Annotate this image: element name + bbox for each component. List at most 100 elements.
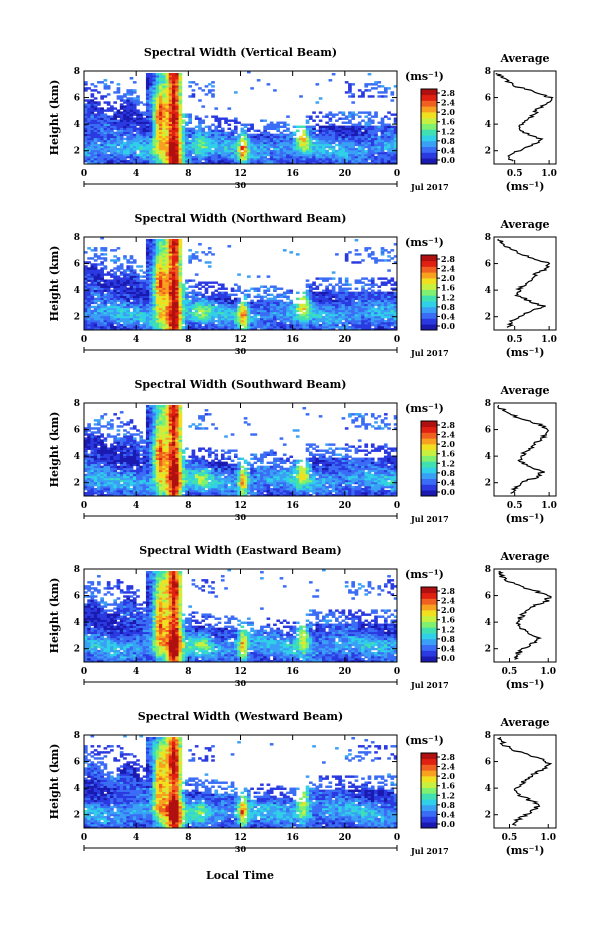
heatmap-cell xyxy=(84,145,88,149)
heatmap-cell xyxy=(100,247,104,250)
heatmap-cell xyxy=(240,123,245,126)
heatmap-cell xyxy=(113,111,117,114)
heatmap-cell xyxy=(256,299,261,303)
heatmap-cell xyxy=(90,153,95,157)
heatmap-cell xyxy=(237,305,241,309)
heatmap-cell xyxy=(126,129,131,133)
colorbar-unit: (ms⁻¹) xyxy=(405,70,444,83)
heatmap-cell xyxy=(119,123,124,126)
heatmap-cell xyxy=(97,125,101,129)
heatmap-cell xyxy=(198,259,202,262)
heatmap-cell xyxy=(338,125,342,129)
heatmap-cell xyxy=(263,295,267,299)
heatmap-cell xyxy=(87,121,91,124)
heatmap-cell xyxy=(155,73,160,76)
heatmap-cell xyxy=(129,121,134,124)
heatmap-cell xyxy=(90,145,95,149)
heatmap-cell xyxy=(230,287,235,290)
heatmap-cell xyxy=(377,259,382,262)
heatmap-cell xyxy=(204,131,209,135)
heatmap-cell xyxy=(84,103,88,106)
heatmap-cell xyxy=(116,133,121,137)
heatmap-cell xyxy=(220,291,225,295)
heatmap-cell xyxy=(132,81,137,84)
heatmap-cell xyxy=(136,157,140,161)
heatmap-cell xyxy=(126,89,131,92)
heatmap-cell xyxy=(207,295,212,299)
heatmap-cell xyxy=(90,155,95,159)
heatmap-cell xyxy=(194,291,199,295)
heatmap-cell xyxy=(132,117,137,120)
heatmap-cell xyxy=(308,283,313,286)
heatmap-cell xyxy=(348,119,352,122)
heatmap-cell xyxy=(100,133,104,137)
heatmap-cell xyxy=(126,147,131,151)
profile-x-label: (ms⁻¹) xyxy=(506,180,545,193)
heatmap-cell xyxy=(361,111,365,114)
heatmap-cell xyxy=(217,117,222,120)
heatmap-cell xyxy=(132,155,137,159)
heatmap-cell xyxy=(93,85,98,88)
heatmap-cell xyxy=(132,91,137,94)
heatmap-cell xyxy=(106,125,111,129)
heatmap-cell xyxy=(247,123,251,126)
heatmap-cell xyxy=(100,109,104,112)
heatmap-cell xyxy=(100,121,104,124)
heatmap-cell xyxy=(87,123,91,126)
heatmap-cell xyxy=(129,103,134,106)
heatmap-cell xyxy=(354,113,359,116)
heatmap-cell xyxy=(256,275,261,278)
heatmap-cell xyxy=(243,293,248,297)
heatmap-cell xyxy=(266,123,271,126)
heatmap-cell xyxy=(116,151,121,155)
heatmap-cell xyxy=(100,119,104,122)
heatmap-cell xyxy=(119,263,124,266)
heatmap-cell xyxy=(328,79,333,82)
heatmap-cell xyxy=(132,99,137,102)
heatmap-cell xyxy=(129,123,134,126)
heatmap-cell xyxy=(162,73,166,76)
heatmap-cell xyxy=(110,117,114,120)
heatmap-cell xyxy=(233,289,238,292)
heatmap-cell xyxy=(93,107,98,110)
heatmap-cell xyxy=(113,125,117,129)
heatmap-cell xyxy=(126,137,131,141)
heatmap-cell xyxy=(247,127,251,131)
heatmap-cell xyxy=(90,103,95,106)
heatmap-cell xyxy=(119,323,124,327)
heatmap-cell xyxy=(100,115,104,118)
heatmap-cell xyxy=(103,133,108,137)
heatmap-cell xyxy=(110,141,114,145)
heatmap-cell xyxy=(132,147,137,151)
heatmap-cell xyxy=(132,109,137,112)
heatmap-cell xyxy=(188,279,192,282)
heatmap-cell xyxy=(110,289,114,292)
heatmap-cell xyxy=(204,253,209,256)
heatmap-cell xyxy=(318,97,323,100)
heatmap-cell xyxy=(211,253,215,256)
heatmap-cell xyxy=(123,127,127,131)
heatmap-cell xyxy=(129,139,134,143)
heatmap-cell xyxy=(318,111,323,114)
heatmap-cell xyxy=(315,83,320,86)
heatmap-cell xyxy=(198,243,202,246)
heatmap-cell xyxy=(250,133,254,137)
heatmap-cell xyxy=(136,159,140,163)
heatmap-cell xyxy=(87,135,91,139)
heatmap-cell xyxy=(302,303,307,307)
heatmap-cell xyxy=(194,83,199,86)
heatmap-cell xyxy=(106,109,111,112)
heatmap-cell xyxy=(126,151,131,155)
heatmap-cell xyxy=(87,129,91,133)
heatmap-cell xyxy=(119,155,124,159)
heatmap-cell xyxy=(93,127,98,131)
heatmap-cell xyxy=(132,141,137,145)
heatmap-cell xyxy=(367,83,372,86)
heatmap-cell xyxy=(116,123,121,126)
heatmap-cell xyxy=(103,151,108,155)
heatmap-cell xyxy=(116,153,121,157)
heatmap-cell xyxy=(325,113,329,116)
heatmap-cell xyxy=(93,125,98,129)
heatmap-cell xyxy=(145,239,150,242)
heatmap-cell xyxy=(331,285,336,288)
